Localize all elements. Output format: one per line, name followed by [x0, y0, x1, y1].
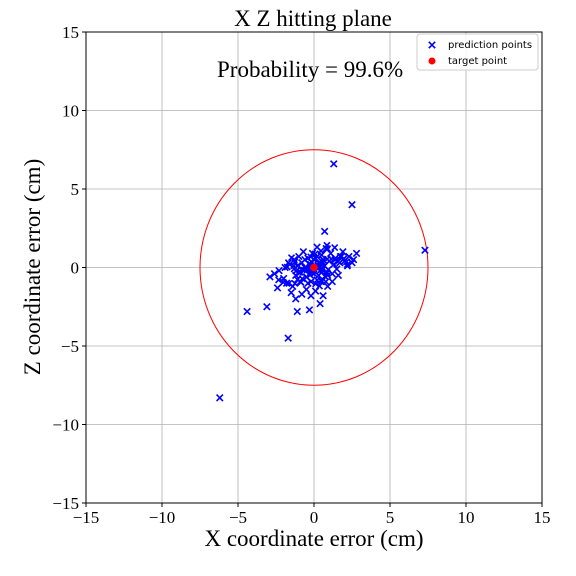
prediction-point — [279, 278, 287, 286]
target-point — [310, 263, 318, 272]
prediction-point — [339, 248, 347, 256]
legend-target-marker — [428, 57, 436, 65]
prediction-point — [287, 254, 296, 262]
prediction-point — [323, 245, 332, 253]
prediction-point — [291, 258, 299, 266]
prediction-point — [336, 252, 344, 260]
prediction-point — [243, 307, 251, 316]
prediction-point — [315, 282, 324, 290]
prediction-point — [275, 276, 283, 284]
target-radius-circle — [199, 149, 429, 386]
prediction-point — [345, 252, 353, 261]
prediction-point — [343, 262, 351, 270]
chart-title: X Z hitting plane — [234, 6, 392, 31]
target-point-layer — [310, 263, 318, 272]
prediction-point — [331, 244, 339, 252]
prediction-point — [319, 259, 327, 267]
prediction-point — [316, 299, 324, 308]
legend-label-prediction: prediction points — [448, 40, 532, 51]
legend-prediction-marker — [428, 41, 436, 49]
x-tick-label: −5 — [229, 508, 247, 527]
prediction-point — [215, 394, 224, 402]
legend-label-target: target point — [448, 56, 507, 67]
target-circle-layer — [199, 149, 429, 386]
x-tick-label: 15 — [534, 508, 551, 527]
probability-annotation: Probability = 99.6% — [217, 57, 403, 82]
prediction-point — [263, 302, 271, 311]
prediction-point — [317, 276, 325, 284]
x-tick-label: 0 — [310, 508, 319, 527]
prediction-point — [317, 247, 325, 255]
prediction-point — [266, 273, 274, 281]
x-axis-label: X coordinate error (cm) — [204, 526, 423, 551]
prediction-point — [299, 248, 308, 256]
prediction-point — [312, 280, 320, 288]
prediction-point — [285, 279, 293, 288]
prediction-point — [349, 255, 358, 264]
prediction-point — [320, 227, 329, 236]
legend: prediction points target point — [416, 33, 539, 71]
prediction-point — [270, 270, 279, 278]
prediction-point — [329, 160, 338, 168]
prediction-point — [318, 268, 326, 276]
prediction-point — [328, 277, 337, 286]
prediction-point — [322, 278, 330, 286]
prediction-point — [348, 200, 356, 209]
legend-box — [416, 33, 539, 71]
prediction-point — [421, 246, 429, 254]
y-tick-label: 15 — [62, 23, 79, 42]
prediction-point — [298, 265, 306, 273]
prediction-point — [291, 295, 300, 303]
prediction-point — [293, 307, 302, 316]
prediction-point — [273, 284, 282, 292]
prediction-point — [302, 285, 311, 294]
y-tick-label: −10 — [52, 416, 79, 435]
x-tick-label: 10 — [458, 508, 475, 527]
y-tick-label: −5 — [61, 337, 79, 356]
x-tick-label: −15 — [73, 508, 100, 527]
prediction-point — [303, 273, 311, 281]
x-axis-ticks: −15 −10 −5 0 5 10 15 — [73, 503, 551, 527]
prediction-point — [284, 259, 292, 267]
prediction-point — [334, 257, 342, 266]
prediction-points — [215, 160, 429, 402]
prediction-point — [313, 253, 321, 261]
prediction-point — [319, 291, 327, 300]
prediction-point — [334, 271, 343, 280]
legend-x-marker-glyph — [428, 41, 436, 49]
prediction-point — [352, 249, 361, 258]
prediction-point — [291, 279, 299, 288]
prediction-point-cluster — [275, 241, 351, 290]
y-tick-label: 5 — [71, 180, 80, 199]
prediction-point — [275, 266, 283, 275]
y-axis-label: Z coordinate error (cm) — [20, 159, 45, 375]
x-tick-label: −10 — [149, 508, 176, 527]
prediction-point — [284, 334, 292, 342]
prediction-point — [293, 276, 301, 284]
y-tick-label: −15 — [52, 494, 79, 513]
y-tick-label: 10 — [62, 102, 79, 121]
x-tick-label: 5 — [386, 508, 395, 527]
prediction-point — [305, 306, 314, 314]
y-tick-label: 0 — [71, 259, 80, 278]
prediction-point — [318, 266, 327, 274]
prediction-point — [287, 288, 295, 297]
y-axis-ticks: −15 −10 −5 0 5 10 15 — [52, 23, 86, 513]
prediction-point — [281, 263, 289, 272]
